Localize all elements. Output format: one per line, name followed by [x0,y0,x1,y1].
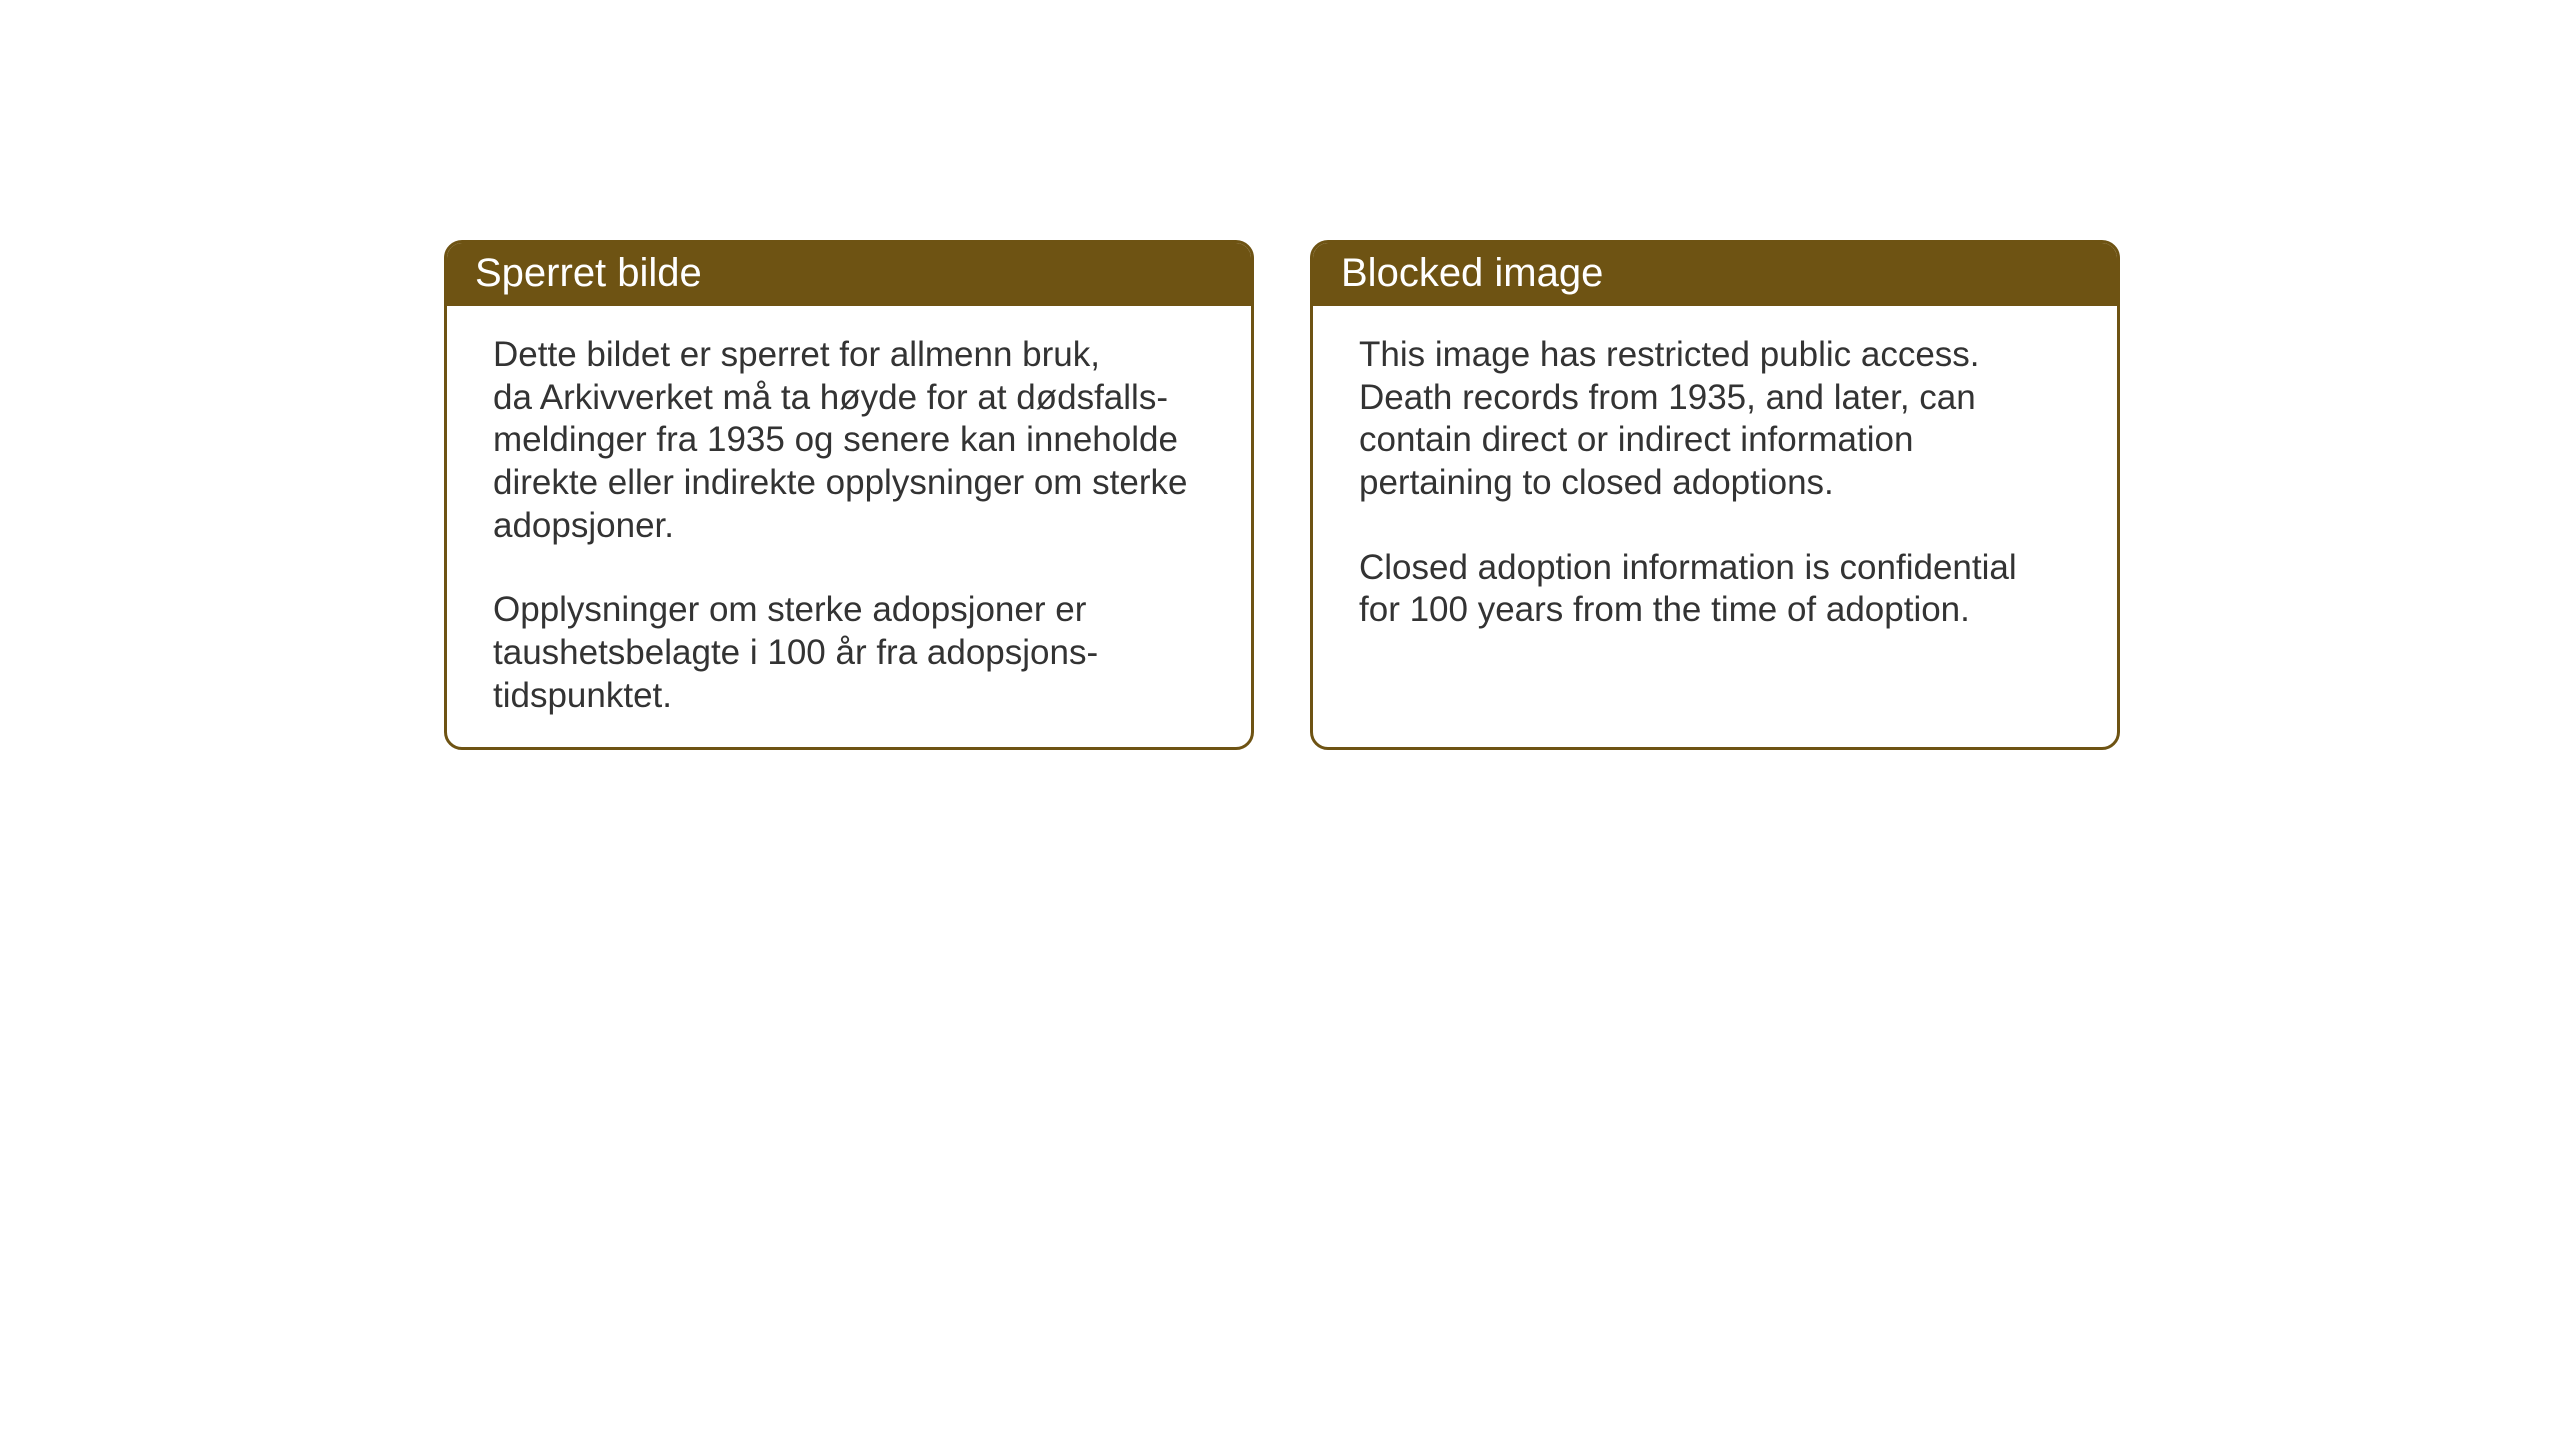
norwegian-notice-card: Sperret bilde Dette bildet er sperret fo… [444,240,1254,750]
norwegian-paragraph-2: Opplysninger om sterke adopsjoner er tau… [493,589,1223,717]
english-notice-card: Blocked image This image has restricted … [1310,240,2120,750]
text-line: direkte eller indirekte opplysninger om … [493,463,1188,502]
text-line: Dette bildet er sperret for allmenn bruk… [493,335,1100,374]
text-line: Closed adoption information is confident… [1359,548,2017,587]
text-line: contain direct or indirect information [1359,420,1913,459]
english-paragraph-1: This image has restricted public access.… [1359,334,2089,505]
text-line: meldinger fra 1935 og senere kan innehol… [493,420,1178,459]
english-paragraph-2: Closed adoption information is confident… [1359,547,2089,632]
text-line: taushetsbelagte i 100 år fra adopsjons- [493,633,1098,672]
text-line: tidspunktet. [493,676,672,715]
notice-cards-container: Sperret bilde Dette bildet er sperret fo… [444,240,2120,750]
english-card-title: Blocked image [1341,251,2089,296]
text-line: Death records from 1935, and later, can [1359,378,1976,417]
english-card-body: This image has restricted public access.… [1313,306,2117,660]
norwegian-card-body: Dette bildet er sperret for allmenn bruk… [447,306,1251,746]
text-line: Opplysninger om sterke adopsjoner er [493,590,1086,629]
text-line: da Arkivverket må ta høyde for at dødsfa… [493,378,1168,417]
norwegian-card-header: Sperret bilde [447,243,1251,306]
text-line: pertaining to closed adoptions. [1359,463,1834,502]
text-line: for 100 years from the time of adoption. [1359,590,1970,629]
english-card-header: Blocked image [1313,243,2117,306]
text-line: This image has restricted public access. [1359,335,1980,374]
text-line: adopsjoner. [493,506,674,545]
norwegian-card-title: Sperret bilde [475,251,1223,296]
norwegian-paragraph-1: Dette bildet er sperret for allmenn bruk… [493,334,1223,547]
